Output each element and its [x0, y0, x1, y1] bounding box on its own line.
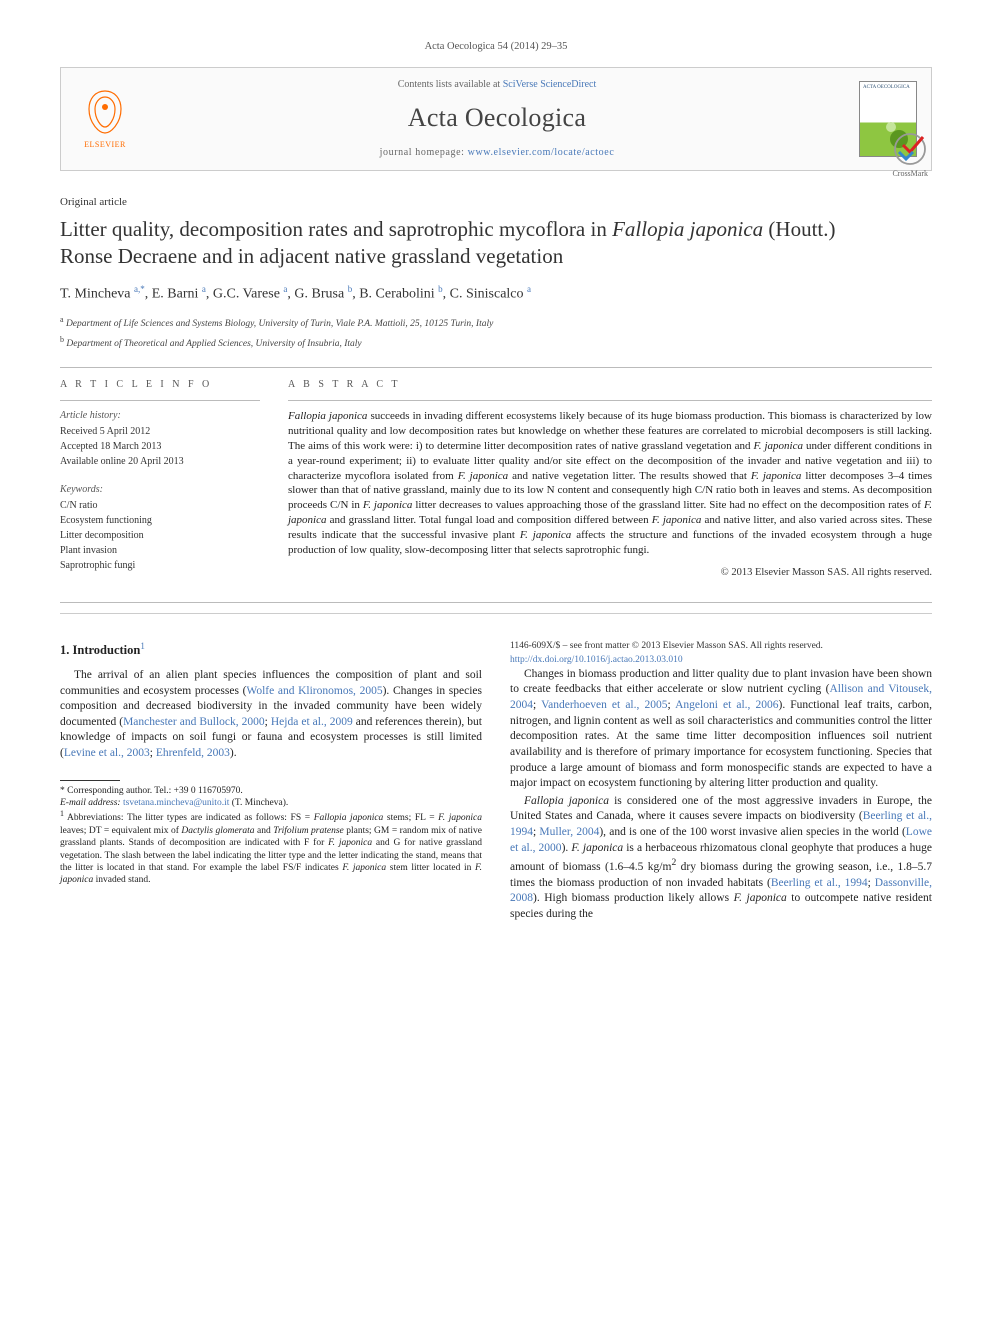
- email-footnote: E-mail address: tsvetana.mincheva@unito.…: [60, 797, 482, 809]
- keywords-label: Keywords:: [60, 483, 260, 497]
- contents-line: Contents lists available at SciVerse Sci…: [149, 78, 845, 92]
- cover-title: ACTA OECOLOGICA: [863, 84, 910, 91]
- homepage-line: journal homepage: www.elsevier.com/locat…: [149, 146, 845, 160]
- title-species: Fallopia japonica: [612, 217, 763, 241]
- citation-link[interactable]: Muller, 2004: [539, 826, 599, 838]
- keyword-item: Litter decomposition: [60, 529, 260, 543]
- doi-link[interactable]: http://dx.doi.org/10.1016/j.actao.2013.0…: [510, 654, 932, 667]
- citation-link[interactable]: Angeloni et al., 2006: [675, 699, 778, 711]
- divider: [60, 367, 932, 368]
- homepage-link[interactable]: www.elsevier.com/locate/actoec: [468, 147, 615, 158]
- cover-decoration: [886, 122, 896, 132]
- copyright-line: 1146-609X/$ – see front matter © 2013 El…: [510, 640, 932, 653]
- history-item: Received 5 April 2012: [60, 425, 260, 439]
- divider: [60, 602, 932, 603]
- elsevier-logo: ELSEVIER: [75, 84, 135, 154]
- sciencedirect-link[interactable]: SciVerse ScienceDirect: [503, 79, 597, 90]
- abstract-column: A B S T R A C T Fallopia japonica succee…: [288, 378, 932, 580]
- info-abstract-row: A R T I C L E I N F O Article history: R…: [60, 378, 932, 580]
- authors: T. Mincheva a,*, E. Barni a, G.C. Varese…: [60, 283, 932, 304]
- citation-link[interactable]: Levine et al., 2003: [64, 747, 150, 759]
- abstract-text: Fallopia japonica succeeds in invading d…: [288, 409, 932, 557]
- affiliation: a Department of Life Sciences and System…: [60, 314, 932, 331]
- section-1-title-sup: 1: [140, 641, 145, 651]
- footnote-separator: [60, 780, 120, 781]
- citation-link[interactable]: Manchester and Bullock, 2000: [123, 716, 265, 728]
- email-suffix: (T. Mincheva).: [229, 798, 288, 808]
- body-columns: 1. Introduction1 The arrival of an alien…: [60, 640, 932, 922]
- title-pre: Litter quality, decomposition rates and …: [60, 217, 612, 241]
- keyword-item: Saprotrophic fungi: [60, 559, 260, 573]
- intro-paragraph-1: The arrival of an alien plant species in…: [60, 668, 482, 762]
- corresponding-author-footnote: * Corresponding author. Tel.: +39 0 1167…: [60, 785, 482, 797]
- history-label: Article history:: [60, 409, 260, 423]
- citation-link[interactable]: Vanderhoeven et al., 2005: [541, 699, 667, 711]
- abbreviations-footnote: 1 Abbreviations: The litter types are in…: [60, 809, 482, 886]
- citation-link[interactable]: Wolfe and Klironomos, 2005: [246, 685, 382, 697]
- citation-header: Acta Oecologica 54 (2014) 29–35: [60, 40, 932, 55]
- crossmark-label: CrossMark: [892, 168, 928, 179]
- citation-link[interactable]: Beerling et al., 1994: [771, 877, 868, 889]
- email-link[interactable]: tsvetana.mincheva@unito.it: [123, 798, 229, 808]
- section-1-title-text: 1. Introduction: [60, 643, 140, 657]
- divider: [288, 400, 932, 401]
- citation-link[interactable]: Ehrenfeld, 2003: [156, 747, 230, 759]
- keyword-item: Plant invasion: [60, 544, 260, 558]
- journal-banner: ELSEVIER Contents lists available at Sci…: [60, 67, 932, 171]
- intro-paragraph-3: Fallopia japonica is considered one of t…: [510, 794, 932, 923]
- intro-paragraph-2: Changes in biomass production and litter…: [510, 667, 932, 792]
- divider: [60, 400, 260, 401]
- journal-name: Acta Oecologica: [149, 100, 845, 136]
- banner-middle: Contents lists available at SciVerse Sci…: [149, 78, 845, 160]
- history-item: Accepted 18 March 2013: [60, 440, 260, 454]
- elsevier-text: ELSEVIER: [84, 139, 126, 150]
- article-type: Original article: [60, 195, 932, 210]
- abstract-head: A B S T R A C T: [288, 378, 932, 392]
- keyword-item: Ecosystem functioning: [60, 514, 260, 528]
- keyword-item: C/N ratio: [60, 499, 260, 513]
- email-label: E-mail address:: [60, 798, 123, 808]
- copyright-doi-block: 1146-609X/$ – see front matter © 2013 El…: [510, 640, 932, 667]
- crossmark-badge[interactable]: CrossMark: [892, 132, 928, 179]
- article-info-head: A R T I C L E I N F O: [60, 378, 260, 392]
- section-1-title: 1. Introduction1: [60, 640, 482, 660]
- article-title: Litter quality, decomposition rates and …: [60, 216, 932, 269]
- history-item: Available online 20 April 2013: [60, 455, 260, 469]
- affiliation: b Department of Theoretical and Applied …: [60, 334, 932, 351]
- divider: [60, 613, 932, 614]
- abstract-copyright: © 2013 Elsevier Masson SAS. All rights r…: [288, 566, 932, 581]
- article-info-column: A R T I C L E I N F O Article history: R…: [60, 378, 260, 580]
- homepage-prefix: journal homepage:: [380, 147, 468, 158]
- citation-link[interactable]: Hejda et al., 2009: [271, 716, 353, 728]
- contents-prefix: Contents lists available at: [398, 79, 503, 90]
